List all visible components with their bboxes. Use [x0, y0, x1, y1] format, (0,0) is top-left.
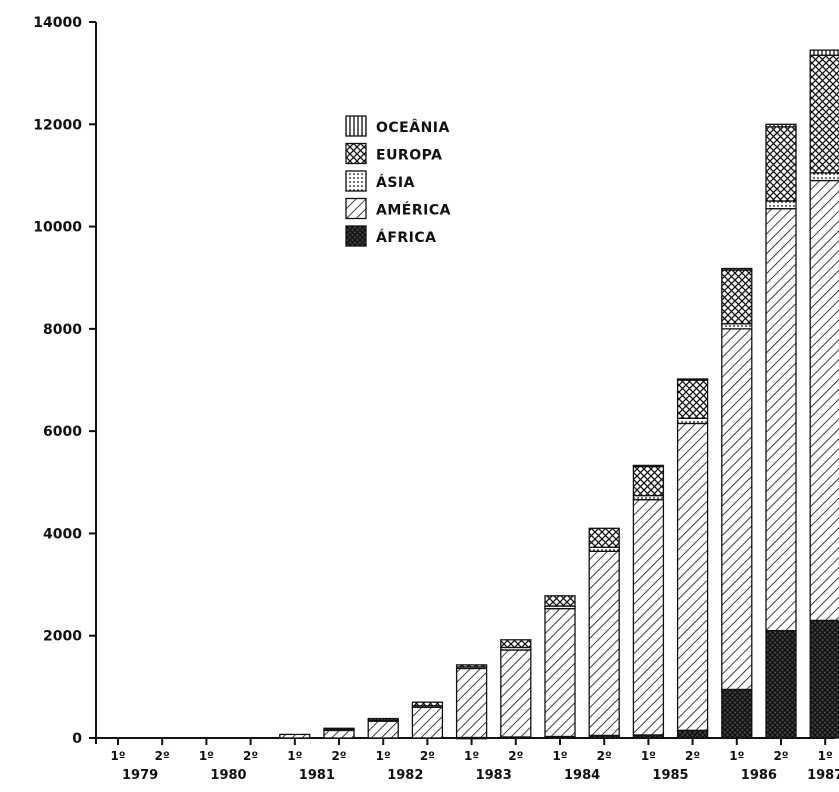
x-category-label: 1º	[641, 749, 656, 763]
x-category-label: 1º	[552, 749, 567, 763]
y-tick-label: 12000	[33, 117, 82, 133]
x-year-label: 1979	[122, 768, 158, 783]
bar-segment-asia	[676, 417, 709, 425]
y-tick-label: 0	[72, 731, 82, 747]
bar-segment-america	[279, 733, 311, 739]
bar-segment-europa	[544, 595, 576, 607]
bar-segment-america	[765, 208, 797, 632]
bar-segment-africa	[765, 629, 797, 739]
bar-segment-america	[588, 550, 620, 737]
bar-segment-america	[367, 719, 399, 739]
legend-swatch-america	[345, 197, 367, 220]
x-category-label: 1º	[729, 749, 744, 763]
bar-segment-oceania	[676, 378, 709, 381]
x-year-label: 1980	[210, 768, 246, 783]
x-category-label: 1º	[199, 749, 214, 763]
x-category-label: 1º	[376, 749, 391, 763]
y-tick-label: 8000	[43, 322, 82, 338]
y-tick-label: 4000	[43, 526, 82, 542]
bar-segment-africa	[721, 688, 753, 739]
x-category-label: 2º	[331, 749, 346, 763]
bar-segment-america	[544, 607, 576, 738]
bar-segment-europa	[367, 717, 399, 721]
bar-segment-america	[411, 706, 444, 739]
y-tick-label: 10000	[33, 220, 82, 236]
x-category-label: 2º	[508, 749, 523, 763]
x-year-label: 1984	[564, 768, 600, 783]
bar-segment-asia	[721, 323, 753, 330]
bar-segment-america	[809, 179, 839, 622]
bar-segment-europa	[809, 54, 839, 174]
bar-segment-america	[455, 667, 488, 739]
bar-segment-europa	[721, 269, 753, 325]
bar-segment-oceania	[809, 49, 839, 56]
legend-swatch-oceania	[345, 115, 367, 137]
bar-segment-oceania	[632, 464, 665, 468]
legend-label-oceania: OCEÂNIA	[376, 119, 450, 136]
x-category-label: 2º	[685, 749, 700, 763]
axis-labels: 0 2000 4000 6000 8000 10000 12000 14000 1º 2º 1º 2º…	[33, 15, 839, 783]
legend-swatch-europa	[345, 142, 367, 165]
x-category-label: 1º	[110, 749, 125, 763]
x-category-label: 1º	[818, 749, 833, 763]
x-year-label: 1983	[476, 768, 512, 783]
x-year-label: 1985	[652, 768, 688, 783]
y-tick-label: 6000	[43, 424, 82, 440]
x-category-label: 2º	[597, 749, 612, 763]
x-category-label: 2º	[155, 749, 170, 763]
x-category-label: 1º	[464, 749, 479, 763]
bar-segment-europa	[323, 727, 355, 731]
bar-segment-europa	[411, 701, 444, 707]
bar-segment-africa	[676, 729, 709, 739]
legend-swatch-africa	[345, 225, 367, 247]
bar-segment-europa	[500, 639, 532, 649]
bar-segment-america	[632, 499, 665, 736]
x-category-label: 2º	[773, 749, 788, 763]
x-year-label: 1981	[299, 768, 335, 783]
y-tick-label: 14000	[33, 15, 82, 31]
bar-segment-europa	[588, 527, 620, 548]
x-year-label: 1982	[387, 768, 423, 783]
x-category-label: 2º	[243, 749, 258, 763]
bars	[279, 49, 839, 740]
bar-segment-asia	[765, 200, 797, 210]
bar-segment-europa	[765, 126, 797, 202]
legend-label-america: AMÉRICA	[376, 202, 451, 219]
bar-segment-america	[676, 422, 709, 731]
legend-label-africa: ÁFRICA	[376, 229, 437, 246]
legend-swatch-asia	[345, 170, 367, 192]
legend-label-europa: EUROPA	[376, 148, 442, 164]
legend: OCEÂNIA EUROPA ÁSIA AMÉRICA ÁFRICA	[345, 115, 451, 247]
x-category-label: 2º	[420, 749, 435, 763]
bar-segment-oceania	[721, 267, 753, 271]
legend-label-asia: ÁSIA	[376, 174, 415, 191]
x-category-label: 1º	[287, 749, 302, 763]
bar-segment-africa	[809, 619, 839, 739]
y-tick-label: 2000	[43, 629, 82, 645]
bar-segment-america	[500, 649, 532, 738]
x-year-label: 1986	[741, 768, 777, 783]
bar-segment-europa	[676, 379, 709, 420]
bar-segment-america	[721, 328, 753, 691]
bar-segment-oceania	[765, 123, 797, 128]
x-year-label: 1987	[807, 768, 839, 783]
bar-segment-europa	[632, 465, 665, 497]
bar-segment-asia	[809, 172, 839, 182]
bar-segment-europa	[455, 664, 488, 668]
